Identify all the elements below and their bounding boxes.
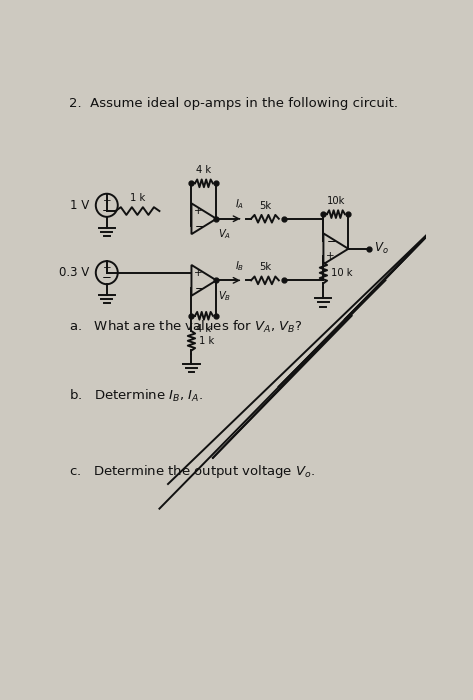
Text: +: +: [103, 263, 111, 274]
Text: b.   Determine $I_B$, $I_A$.: b. Determine $I_B$, $I_A$.: [70, 388, 203, 405]
Text: $V_o$: $V_o$: [374, 241, 389, 256]
Text: +: +: [326, 251, 335, 262]
Text: −: −: [102, 271, 112, 284]
Text: +: +: [194, 206, 203, 216]
Text: 1 k: 1 k: [199, 336, 214, 346]
Text: 1 k: 1 k: [130, 193, 145, 203]
Text: c.   Determine the output voltage $V_o$.: c. Determine the output voltage $V_o$.: [70, 463, 315, 480]
Text: $I_B$: $I_B$: [235, 259, 245, 273]
Text: −: −: [326, 234, 336, 248]
Text: 1 V: 1 V: [70, 199, 89, 212]
Text: 0.3 V: 0.3 V: [59, 266, 89, 279]
Text: +: +: [194, 267, 203, 278]
Text: 5k: 5k: [259, 201, 271, 211]
Text: −: −: [194, 220, 204, 233]
Text: 10 k: 10 k: [331, 268, 352, 278]
Text: a.   What are the values for $V_A$, $V_B$?: a. What are the values for $V_A$, $V_B$?: [70, 318, 303, 335]
Text: $I_A$: $I_A$: [235, 197, 245, 211]
Text: $V_B$: $V_B$: [218, 289, 231, 302]
Text: −: −: [194, 281, 204, 295]
Text: 5k: 5k: [259, 262, 271, 272]
Text: 2.  Assume ideal op-amps in the following circuit.: 2. Assume ideal op-amps in the following…: [70, 97, 398, 111]
Text: 10k: 10k: [327, 196, 345, 206]
Text: 4 k: 4 k: [196, 165, 211, 175]
Text: −: −: [102, 204, 112, 217]
Text: 4 k: 4 k: [196, 324, 211, 334]
Text: $V_A$: $V_A$: [218, 228, 231, 241]
Text: +: +: [103, 196, 111, 206]
